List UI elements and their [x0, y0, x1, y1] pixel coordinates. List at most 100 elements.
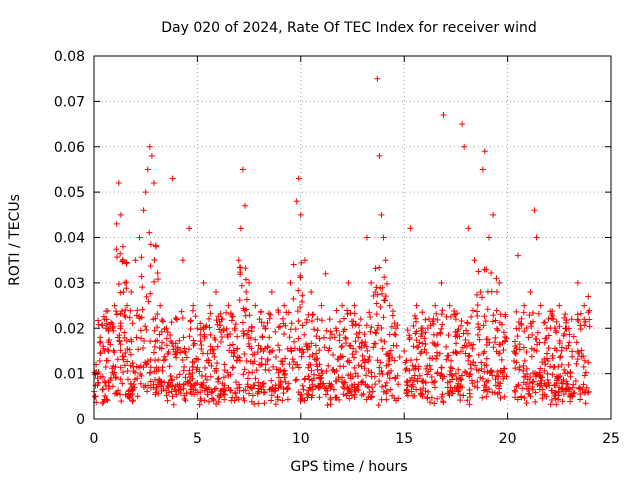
data-point — [119, 258, 126, 265]
data-point — [474, 312, 481, 319]
data-point — [301, 397, 308, 404]
data-point — [379, 284, 386, 291]
data-point — [173, 354, 180, 361]
data-point — [500, 346, 507, 353]
data-point — [119, 308, 126, 315]
data-point — [113, 308, 120, 315]
data-point — [391, 331, 398, 338]
data-point — [313, 333, 320, 340]
data-point — [384, 280, 391, 287]
data-point — [95, 317, 102, 324]
axes — [93, 55, 612, 420]
data-point — [275, 324, 282, 331]
data-point — [420, 385, 427, 392]
data-point — [156, 379, 163, 386]
data-point — [308, 394, 315, 401]
data-point — [282, 355, 289, 362]
data-point — [376, 264, 383, 271]
data-point — [388, 323, 395, 330]
data-point — [161, 353, 168, 360]
data-point — [560, 332, 567, 339]
data-point — [158, 387, 165, 394]
data-point — [415, 343, 422, 350]
data-point — [539, 359, 546, 366]
data-point — [583, 384, 590, 391]
data-point — [520, 367, 527, 374]
data-point — [239, 319, 246, 326]
data-point — [237, 264, 244, 271]
data-point — [492, 382, 499, 389]
data-point — [532, 398, 539, 405]
data-point — [475, 351, 482, 358]
data-point — [152, 389, 159, 396]
data-point — [449, 390, 456, 397]
data-point — [547, 363, 554, 370]
data-point — [117, 391, 124, 398]
data-point — [150, 180, 157, 187]
data-point — [266, 386, 273, 393]
data-point — [372, 340, 379, 347]
data-point — [453, 331, 460, 338]
data-point — [483, 336, 490, 343]
data-point — [344, 307, 351, 314]
data-point — [207, 331, 214, 338]
data-point — [565, 385, 572, 392]
data-point — [115, 180, 122, 187]
data-point — [94, 375, 101, 382]
data-point — [461, 143, 468, 150]
data-point — [539, 374, 546, 381]
data-point — [97, 334, 104, 341]
data-point — [411, 372, 418, 379]
data-point — [262, 366, 269, 373]
data-point — [267, 311, 274, 318]
data-point — [326, 316, 333, 323]
data-point — [518, 322, 525, 329]
data-point — [308, 318, 315, 325]
data-point — [295, 287, 302, 294]
data-point — [292, 377, 299, 384]
data-point — [289, 365, 296, 372]
data-point — [218, 334, 225, 341]
data-point — [352, 338, 359, 345]
data-point — [535, 310, 542, 317]
data-point — [543, 325, 550, 332]
data-point — [424, 395, 431, 402]
data-point — [180, 334, 187, 341]
data-point — [245, 335, 252, 342]
data-point — [238, 282, 245, 289]
data-point — [347, 310, 354, 317]
data-point — [103, 320, 110, 327]
data-point — [173, 374, 180, 381]
data-point — [196, 368, 203, 375]
data-point — [200, 324, 207, 331]
data-point — [96, 357, 103, 364]
data-point — [233, 357, 240, 364]
data-point — [177, 390, 184, 397]
data-point — [276, 347, 283, 354]
data-point — [565, 342, 572, 349]
data-point — [164, 397, 171, 404]
data-point — [189, 307, 196, 314]
data-point — [101, 316, 108, 323]
data-point — [294, 308, 301, 315]
data-point — [297, 211, 304, 218]
data-point — [542, 361, 549, 368]
data-point — [268, 377, 275, 384]
data-point — [340, 315, 347, 322]
data-point — [556, 337, 563, 344]
data-point — [381, 297, 388, 304]
data-point — [121, 312, 128, 319]
data-point — [317, 375, 324, 382]
data-point — [264, 357, 271, 364]
data-point — [124, 392, 131, 399]
data-point — [484, 306, 491, 313]
data-point — [255, 400, 262, 407]
data-point — [339, 302, 346, 309]
data-point — [421, 346, 428, 353]
data-point — [295, 175, 302, 182]
data-points — [93, 75, 592, 368]
data-point — [200, 379, 207, 386]
data-point — [486, 386, 493, 393]
data-point — [410, 366, 417, 373]
data-point — [122, 306, 129, 313]
